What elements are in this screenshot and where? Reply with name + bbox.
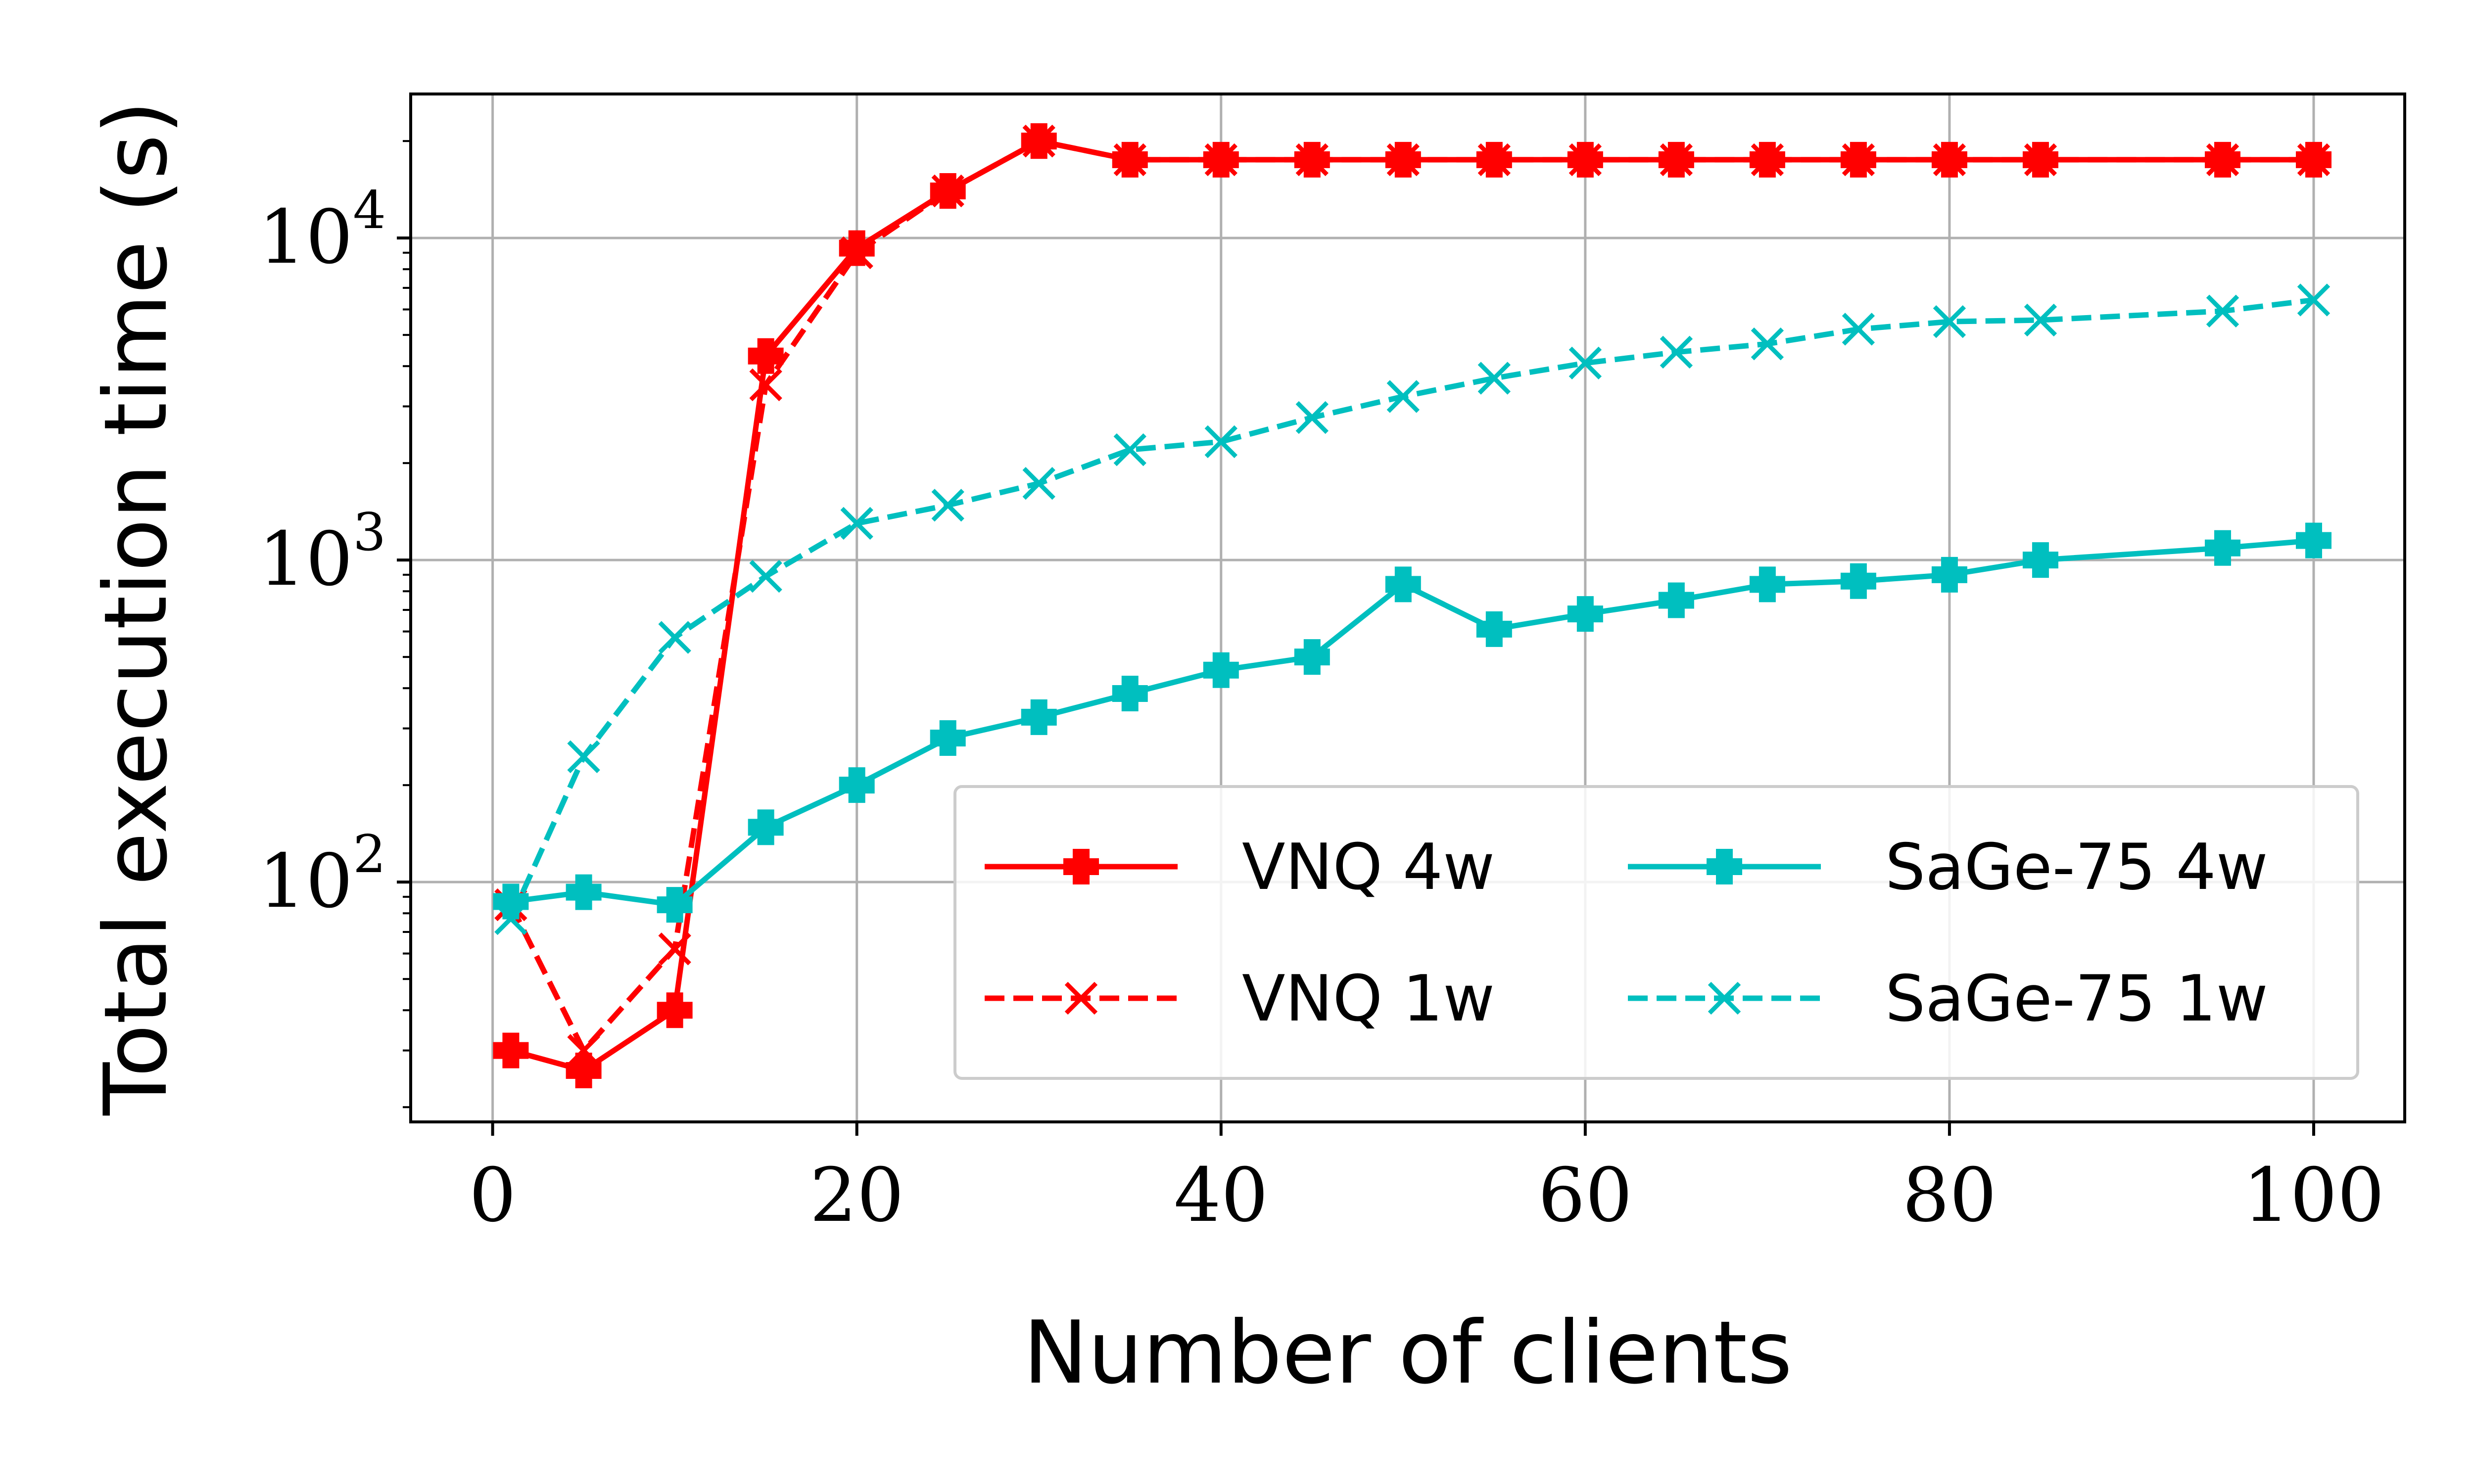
data-point	[1204, 143, 1237, 177]
legend-label: VNQ 1w	[1242, 962, 1495, 1036]
data-point	[1021, 699, 1057, 735]
legend-label: VNQ 4w	[1242, 831, 1495, 904]
legend-marker	[1064, 981, 1098, 1015]
data-point	[1112, 676, 1148, 712]
data-point	[2206, 143, 2239, 177]
data-point	[1567, 596, 1603, 632]
legend-marker	[1063, 849, 1099, 884]
data-point	[1477, 362, 1511, 395]
data-point	[931, 489, 964, 522]
data-point	[2022, 542, 2058, 578]
tick-labels: 0 20 40 60 80 100 102 103 104	[258, 180, 2384, 1239]
data-point	[1660, 143, 1693, 177]
data-point	[1385, 566, 1421, 603]
data-point	[1658, 582, 1694, 618]
data-point	[2297, 143, 2331, 177]
series-line	[508, 138, 2314, 1054]
legend-label: SaGe-75 4w	[1885, 831, 2268, 904]
data-point	[930, 720, 966, 756]
series-4	[494, 283, 2331, 935]
data-point	[1294, 639, 1330, 675]
x-tick-label: 100	[2243, 1153, 2384, 1239]
data-point	[1295, 143, 1329, 177]
data-point	[839, 767, 875, 803]
legend-item-1: VNQ 4w	[985, 831, 1495, 904]
data-point	[1386, 143, 1420, 177]
data-point	[567, 1034, 600, 1067]
data-point	[1842, 143, 1875, 177]
data-point	[1476, 611, 1512, 647]
data-point	[1751, 327, 1784, 361]
data-point	[1113, 143, 1146, 177]
series-3	[493, 522, 2331, 923]
data-point	[749, 368, 782, 402]
x-tick-label: 80	[1902, 1153, 1997, 1239]
y-tick-label: 104	[258, 180, 386, 280]
data-point	[657, 887, 693, 923]
data-point	[840, 507, 873, 540]
legend-marker	[1707, 849, 1742, 884]
data-point	[2024, 143, 2057, 177]
x-tick-label: 20	[809, 1153, 904, 1239]
data-point	[1477, 143, 1511, 177]
legend-item-3: SaGe-75 4w	[1628, 831, 2268, 904]
x-tick-label: 60	[1538, 1153, 1632, 1239]
data-point	[1842, 313, 1875, 346]
data-point	[2295, 522, 2331, 558]
data-point	[1931, 556, 1967, 593]
data-point	[1749, 566, 1785, 603]
data-point	[566, 1053, 602, 1089]
data-point	[1386, 380, 1420, 413]
data-point	[839, 230, 875, 266]
legend-marker	[1708, 981, 1741, 1015]
data-point	[1660, 335, 1693, 369]
data-point	[1022, 466, 1055, 500]
data-point	[494, 902, 527, 935]
data-point	[2297, 283, 2331, 317]
data-point	[493, 1032, 529, 1068]
y-axis-label: Total execution time (s)	[86, 100, 187, 1115]
data-point	[748, 338, 784, 374]
data-point	[1022, 124, 1055, 158]
data-point	[840, 236, 873, 270]
data-point	[493, 883, 529, 920]
data-point	[566, 874, 602, 910]
data-point	[1933, 305, 1966, 338]
data-point	[1204, 425, 1237, 459]
data-point	[1203, 652, 1239, 688]
data-point	[1569, 346, 1602, 380]
x-axis-label: Number of clients	[1023, 1303, 1793, 1403]
data-point	[1840, 563, 1876, 599]
legend-label: SaGe-75 1w	[1885, 962, 2268, 1036]
data-point	[657, 992, 693, 1028]
data-point	[658, 932, 691, 966]
legend-box	[953, 785, 2359, 1080]
data-point	[2206, 294, 2239, 328]
data-point	[748, 809, 784, 845]
data-point	[1569, 143, 1602, 177]
y-tick-label: 103	[258, 502, 386, 603]
data-point	[658, 621, 691, 654]
data-point	[2024, 303, 2057, 337]
y-tick-label: 102	[258, 824, 386, 925]
data-point	[1751, 143, 1784, 177]
data-point	[1113, 433, 1146, 466]
data-point	[1295, 401, 1329, 434]
plot-frame	[409, 93, 2406, 1123]
plot-series	[493, 123, 2331, 1089]
legend: VNQ 4w VNQ 1w SaGe-75 4w SaGe-75 1w	[953, 785, 2359, 1080]
data-point	[931, 174, 964, 208]
axis-ticks	[397, 140, 2315, 1136]
data-point	[2204, 530, 2240, 566]
data-point	[749, 559, 782, 593]
x-tick-label: 40	[1174, 1153, 1268, 1239]
legend-item-2: VNQ 1w	[985, 962, 1495, 1036]
data-point	[567, 740, 600, 773]
x-tick-label: 0	[469, 1153, 516, 1239]
data-point	[1933, 143, 1966, 177]
series-line	[508, 297, 2314, 920]
legend-item-4: SaGe-75 1w	[1628, 962, 2268, 1036]
